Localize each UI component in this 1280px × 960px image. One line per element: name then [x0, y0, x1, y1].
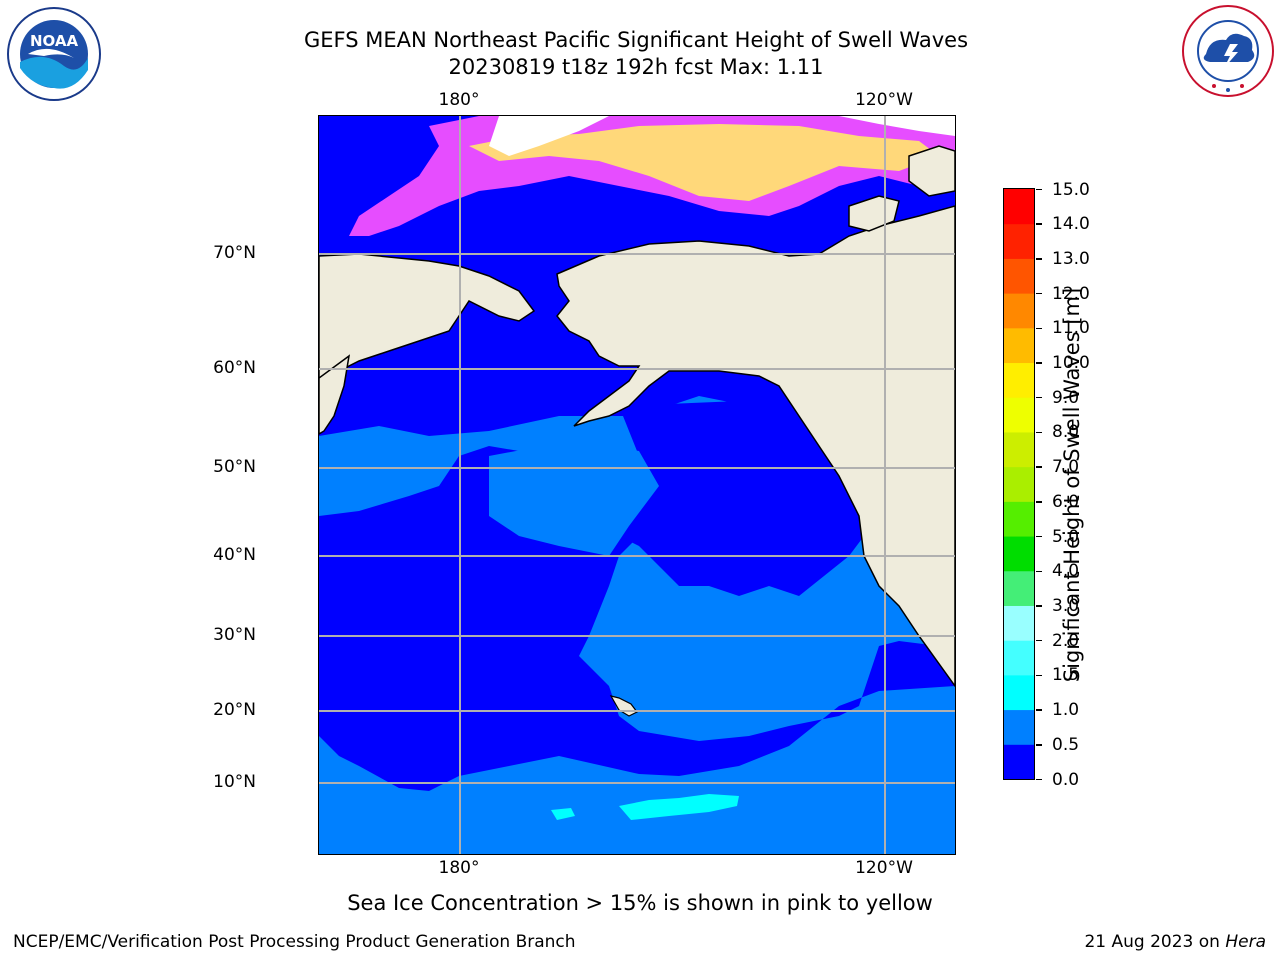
- colorbar: [1003, 188, 1035, 780]
- lat-label-20n: 20°N: [213, 700, 256, 720]
- lat-label-60n: 60°N: [213, 358, 256, 378]
- sea-ice-white-east: [839, 116, 955, 136]
- lat-label-30n: 30°N: [213, 625, 256, 645]
- land-canadian-archipelago: [908, 145, 955, 197]
- lon-label-top-180: 180°: [438, 90, 480, 110]
- colorbar-segment: [1004, 501, 1034, 537]
- sea-ice-white: [489, 116, 609, 156]
- sea-ice-core: [469, 124, 939, 201]
- colorbar-tick-mark: [1036, 535, 1042, 538]
- chart-subtitle: 20230819 t18z 192h fcst Max: 1.11: [448, 55, 824, 79]
- lon-label-bottom-120w: 120°W: [855, 858, 913, 878]
- colorbar-tick-mark: [1036, 431, 1042, 434]
- sea-ice-note: Sea Ice Concentration > 15% is shown in …: [347, 891, 933, 915]
- lat-label-40n: 40°N: [213, 545, 256, 565]
- colorbar-tick-label: 9.0: [1052, 387, 1080, 408]
- land-north-america: [556, 205, 955, 688]
- colorbar-tick-label: 8.0: [1052, 422, 1080, 443]
- colorbar-tick-mark: [1036, 466, 1042, 468]
- colorbar-tick-mark: [1036, 744, 1042, 746]
- colorbar-tick-label: 4.0: [1052, 561, 1080, 582]
- run-date: 21 Aug 2023 on Hera: [1084, 932, 1266, 952]
- colorbar-tick-label: 0.5: [1052, 734, 1080, 755]
- colorbar-tick-mark: [1036, 501, 1042, 503]
- colorbar-tick-mark: [1036, 709, 1042, 711]
- colorbar-tick-label: 15.0: [1052, 179, 1090, 200]
- colorbar-tick-mark: [1036, 362, 1042, 364]
- colorbar-segment: [1004, 362, 1034, 398]
- nws-logo: [1182, 5, 1274, 97]
- colorbar-tick-mark: [1036, 258, 1042, 260]
- swell-area-1-0-1-5-small: [551, 808, 575, 820]
- colorbar-segment: [1004, 293, 1034, 329]
- colorbar-segment: [1004, 397, 1034, 433]
- colorbar-segment: [1004, 536, 1034, 572]
- colorbar-segment: [1004, 431, 1034, 468]
- colorbar-tick-label: 1.0: [1052, 700, 1080, 721]
- swell-area-0-5-1-0-central: [489, 441, 659, 556]
- colorbar-tick-label: 1.5: [1052, 665, 1080, 686]
- colorbar-tick-label: 6.0: [1052, 491, 1080, 512]
- colorbar-segment: [1004, 709, 1034, 745]
- colorbar-tick-mark: [1036, 674, 1042, 677]
- colorbar-tick-label: 11.0: [1052, 318, 1090, 339]
- swell-area-0-0-5-band-west: [319, 671, 579, 756]
- colorbar-tick-label: 14.0: [1052, 214, 1090, 235]
- swell-map: [318, 115, 956, 855]
- colorbar-tick-label: 5.0: [1052, 526, 1080, 547]
- graticule: [319, 116, 955, 854]
- colorbar-tick-mark: [1036, 570, 1042, 572]
- colorbar-tick-label: 7.0: [1052, 457, 1080, 478]
- colorbar-tick-label: 3.0: [1052, 595, 1080, 616]
- colorbar-segment: [1004, 189, 1034, 225]
- swell-area-1-0-1-5: [619, 794, 739, 820]
- credit-line: NCEP/EMC/Verification Post Processing Pr…: [13, 932, 576, 952]
- colorbar-segment: [1004, 640, 1034, 676]
- colorbar-tick-mark: [1036, 396, 1042, 399]
- colorbar-tick-label: 10.0: [1052, 353, 1090, 374]
- colorbar-tick-label: 13.0: [1052, 248, 1090, 269]
- colorbar-tick-mark: [1036, 327, 1042, 330]
- colorbar-segment: [1004, 674, 1034, 711]
- chart-title: GEFS MEAN Northeast Pacific Significant …: [303, 28, 969, 52]
- noaa-logo-word: NOAA: [30, 32, 79, 50]
- lat-label-50n: 50°N: [213, 457, 256, 477]
- lon-label-top-120w: 120°W: [855, 90, 913, 110]
- run-host: Hera: [1225, 932, 1266, 952]
- run-date-text: 21 Aug 2023 on: [1084, 932, 1226, 952]
- colorbar-tick-mark: [1036, 292, 1042, 295]
- colorbar-tick-mark: [1036, 188, 1042, 191]
- colorbar-label: Significant Height of Swell Waves [m]: [1060, 287, 1084, 683]
- lat-label-70n: 70°N: [213, 243, 256, 263]
- colorbar-segment: [1004, 327, 1034, 364]
- noaa-logo: NOAA: [7, 7, 101, 101]
- colorbar-tick-mark: [1036, 605, 1042, 607]
- lat-label-10n: 10°N: [213, 772, 256, 792]
- land-arctic-island: [848, 195, 900, 232]
- colorbar-segment: [1004, 605, 1034, 641]
- colorbar-segment: [1004, 466, 1034, 502]
- colorbar-tick-mark: [1036, 223, 1042, 225]
- colorbar-segment: [1004, 744, 1034, 779]
- colorbar-segment: [1004, 258, 1034, 294]
- colorbar-tick-label: 12.0: [1052, 283, 1090, 304]
- colorbar-tick-label: 0.0: [1052, 769, 1080, 790]
- land-kamchatka: [319, 354, 351, 435]
- colorbar-tick-mark: [1036, 778, 1042, 781]
- colorbar-segment: [1004, 223, 1034, 259]
- colorbar-tick-label: 2.0: [1052, 630, 1080, 651]
- swell-area-0-5-1-0-east: [759, 586, 879, 696]
- lon-label-bottom-180: 180°: [438, 858, 480, 878]
- colorbar-tick-mark: [1036, 639, 1042, 642]
- colorbar-segment: [1004, 570, 1034, 606]
- land-siberia: [319, 253, 536, 379]
